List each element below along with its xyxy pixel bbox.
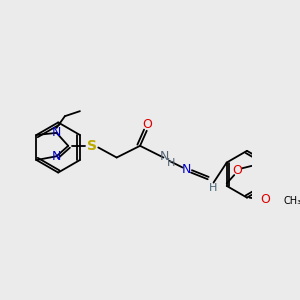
Text: N: N [52,150,61,163]
Text: O: O [260,193,270,206]
Text: H: H [208,183,217,193]
Text: H: H [167,158,175,168]
Text: S: S [87,139,97,153]
Text: O: O [142,118,152,131]
Text: N: N [160,150,169,163]
Text: CH₃: CH₃ [284,196,300,206]
Text: N: N [182,163,191,176]
Text: O: O [232,164,242,177]
Text: N: N [52,126,61,140]
